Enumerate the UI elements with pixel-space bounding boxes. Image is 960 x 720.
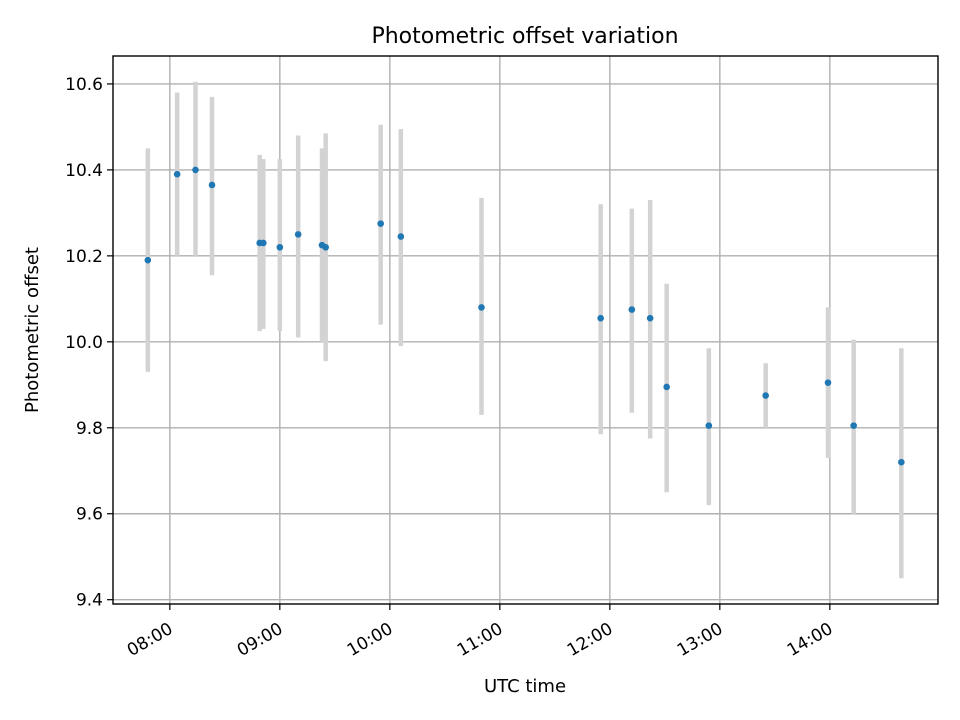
data-point xyxy=(663,383,670,391)
x-axis-ticks: 08:00 09:00 10:00 11:00 12:00 13:00 14:00 xyxy=(124,604,836,661)
grid-lines xyxy=(113,56,938,604)
data-point xyxy=(294,231,302,238)
chart-title: Photometric offset variation xyxy=(371,24,678,49)
data-point xyxy=(628,306,636,313)
data-point xyxy=(397,233,405,240)
plot-frame xyxy=(112,55,939,605)
x-tick-label: 13:00 xyxy=(674,619,726,661)
x-tick-label: 12:00 xyxy=(564,619,616,661)
y-axis-ticks: 9.4 9.6 9.8 10.0 10.2 10.4 10.6 xyxy=(65,75,113,611)
data-point xyxy=(705,422,713,429)
x-tick-label: 10:00 xyxy=(344,619,396,661)
x-axis-label: UTC time xyxy=(484,676,566,697)
data-point xyxy=(260,239,267,247)
data-point xyxy=(173,170,181,178)
data-point xyxy=(144,256,152,264)
data-point xyxy=(762,392,769,399)
data-point xyxy=(646,314,654,322)
error-bars xyxy=(145,81,904,579)
y-tick-label: 10.4 xyxy=(65,161,103,181)
x-tick-label: 09:00 xyxy=(234,619,286,661)
data-point xyxy=(850,422,857,429)
data-point xyxy=(322,243,329,251)
y-tick-label: 9.8 xyxy=(76,419,103,439)
y-axis-label: Photometric offset xyxy=(22,247,43,413)
data-point xyxy=(276,243,284,251)
x-tick-label: 14:00 xyxy=(784,619,836,661)
y-tick-label: 9.6 xyxy=(76,505,103,525)
y-tick-label: 9.4 xyxy=(76,591,103,611)
data-point xyxy=(377,220,384,227)
data-point xyxy=(478,304,485,311)
x-tick-label: 11:00 xyxy=(454,619,506,661)
y-tick-label: 10.0 xyxy=(65,333,103,353)
data-point xyxy=(597,314,604,322)
data-point xyxy=(192,166,199,174)
data-point xyxy=(898,458,905,466)
data-point xyxy=(824,379,832,386)
x-tick-label: 08:00 xyxy=(124,619,176,661)
y-tick-label: 10.2 xyxy=(65,247,103,267)
y-tick-label: 10.6 xyxy=(65,75,103,95)
data-points xyxy=(144,166,905,466)
data-point xyxy=(208,181,216,189)
